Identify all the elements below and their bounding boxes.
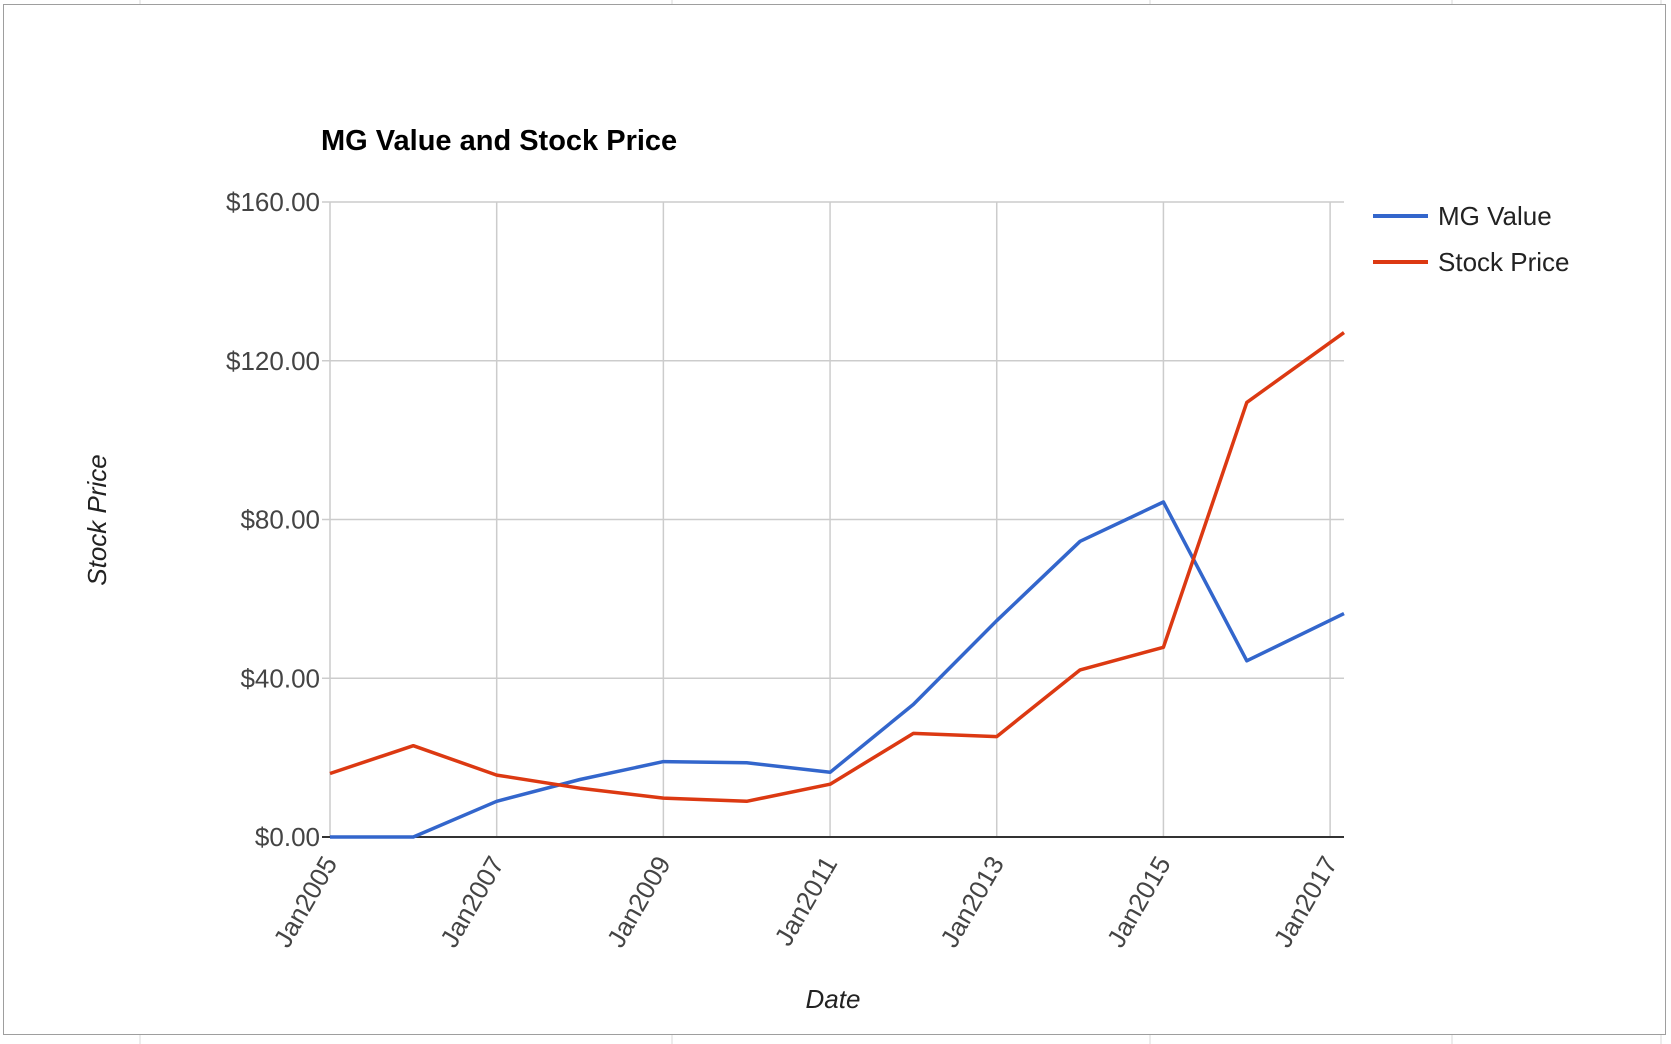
chart-title: MG Value and Stock Price (321, 125, 677, 157)
x-tick-label: Jan2017 (1267, 851, 1343, 952)
y-axis-ticks: $0.00 $40.00 $80.00 $120.00 $160.00 (226, 187, 320, 852)
x-tick-label: Jan2009 (601, 851, 677, 952)
x-tick-label: Jan2015 (1101, 851, 1177, 952)
series-lines (329, 331, 1346, 839)
x-axis-ticks: Jan2005 Jan2007 Jan2009 Jan2011 Jan2013 Jan20… (267, 851, 1343, 952)
legend-label-mg-value: MG Value (1438, 201, 1552, 231)
x-axis-title: Date (806, 984, 861, 1014)
legend-label-stock-price: Stock Price (1438, 247, 1570, 277)
y-axis-title: Stock Price (82, 454, 112, 586)
y-tick-label: $160.00 (226, 187, 320, 217)
x-tick-label: Jan2013 (934, 851, 1010, 952)
y-tick-label: $0.00 (255, 822, 320, 852)
x-tick-label: Jan2007 (434, 851, 510, 952)
series-line-stock-price[interactable] (329, 331, 1346, 804)
y-tick-label: $40.00 (240, 663, 320, 693)
y-tick-label: $120.00 (226, 346, 320, 376)
x-tick-label: Jan2005 (267, 851, 343, 952)
series-line-mg-value[interactable] (330, 500, 1345, 839)
y-tick-label: $80.00 (240, 505, 320, 535)
x-tick-label: Jan2011 (768, 851, 843, 951)
legend: MG Value Stock Price (1373, 201, 1570, 277)
gridlines (322, 201, 1344, 837)
